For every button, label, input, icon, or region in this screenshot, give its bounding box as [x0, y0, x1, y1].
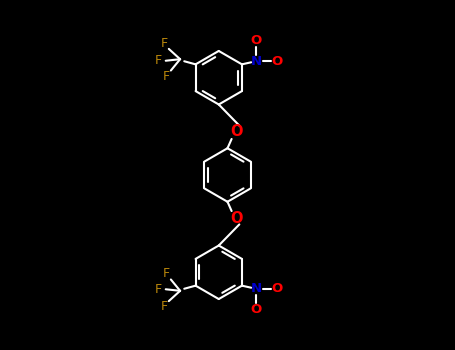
- Text: F: F: [161, 300, 168, 313]
- Text: F: F: [155, 283, 162, 296]
- Text: F: F: [155, 54, 162, 67]
- Text: F: F: [163, 267, 170, 280]
- Text: O: O: [251, 34, 262, 47]
- Text: F: F: [163, 70, 170, 83]
- Text: O: O: [231, 124, 243, 139]
- Text: N: N: [251, 55, 262, 68]
- Text: F: F: [161, 37, 168, 50]
- Text: O: O: [251, 303, 262, 316]
- Text: O: O: [271, 282, 283, 295]
- Text: O: O: [231, 211, 243, 226]
- Text: N: N: [251, 282, 262, 295]
- Text: O: O: [271, 55, 283, 68]
